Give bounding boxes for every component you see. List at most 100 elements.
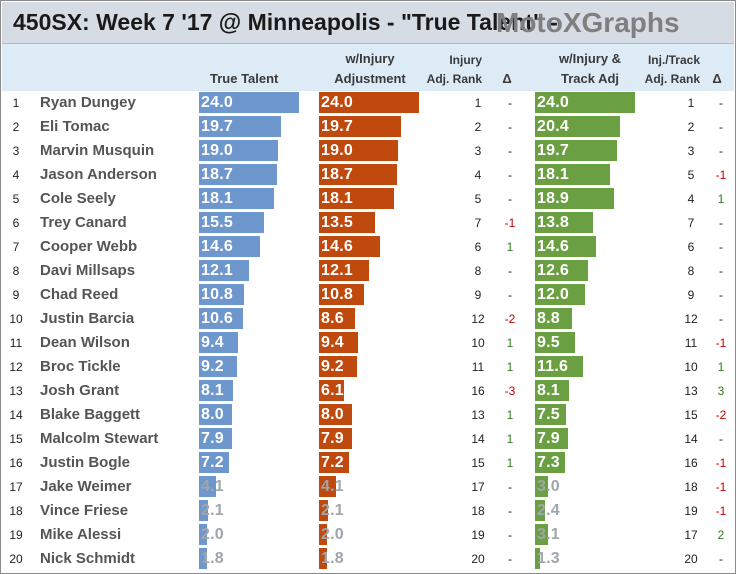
track-delta: -: [719, 312, 723, 326]
true-talent-bar: [199, 284, 244, 305]
injury-adj-value: 24.0: [321, 94, 353, 111]
true-talent-bar: [199, 356, 238, 377]
true-talent-value: 2.0: [201, 526, 224, 543]
track-adj-value: 18.1: [537, 166, 569, 183]
injury-adj-bar: [319, 308, 355, 329]
injury-adj-bar: [319, 188, 395, 209]
injury-rank: 17: [471, 480, 485, 494]
true-talent-bar: [199, 188, 275, 209]
track-adj-bar: [535, 404, 567, 425]
injury-adj-bar: [319, 428, 352, 449]
row-rank: 1: [12, 96, 20, 110]
injury-delta: 1: [506, 240, 514, 254]
track-adj-bar: [535, 308, 572, 329]
track-delta: -: [719, 264, 723, 278]
injury-adj-bar: [319, 92, 419, 113]
track-adj-bar: [535, 548, 541, 569]
rider-name: Malcolm Stewart: [40, 430, 159, 447]
track-delta: 2: [717, 528, 725, 542]
true-talent-bar: [199, 500, 208, 521]
track-adj-bar: [535, 452, 566, 473]
row-rank: 4: [12, 168, 20, 182]
row-rank: 14: [9, 408, 23, 422]
true-talent-bar: [199, 212, 264, 233]
table-row: 14 Blake Baggett 8.0 8.0 7.5 13 1 15 -2: [1, 403, 735, 427]
rider-name: Dean Wilson: [40, 334, 130, 351]
track-adj-value: 9.5: [537, 334, 560, 351]
track-adj-value: 7.9: [537, 430, 560, 447]
true-talent-bar: [199, 236, 260, 257]
track-adj-bar: [535, 500, 545, 521]
true-talent-bar: [199, 428, 232, 449]
row-rank: 18: [9, 504, 23, 518]
injury-delta: -: [508, 192, 512, 206]
injury-delta: -: [508, 480, 512, 494]
true-talent-bar: [199, 332, 239, 353]
injury-adj-value: 2.1: [321, 502, 344, 519]
true-talent-value: 14.6: [201, 238, 233, 255]
track-rank: 11: [684, 336, 698, 350]
track-adj-bar: [535, 428, 568, 449]
track-adj-value: 8.8: [537, 310, 560, 327]
table-row: 5 Cole Seely 18.1 18.1 18.9 5 - 4 1: [1, 187, 735, 211]
table-row: 12 Broc Tickle 9.2 9.2 11.6 11 1 10 1: [1, 355, 735, 379]
track-adj-value: 24.0: [537, 94, 569, 111]
row-rank: 16: [9, 456, 23, 470]
injury-adj-bar: [319, 380, 345, 401]
rider-name: Vince Friese: [40, 502, 129, 519]
track-rank: 4: [687, 192, 695, 206]
injury-adj-value: 9.2: [321, 358, 344, 375]
table-row: 9 Chad Reed 10.8 10.8 12.0 9 - 9 -: [1, 283, 735, 307]
table-row: 15 Malcolm Stewart 7.9 7.9 7.9 14 1 14 -: [1, 427, 735, 451]
injury-delta: 1: [506, 360, 514, 374]
track-rank: 16: [684, 456, 698, 470]
track-delta: -: [719, 144, 723, 158]
injury-adj-bar: [319, 404, 353, 425]
table-row: 19 Mike Alessi 2.0 2.0 3.1 19 - 17 2: [1, 523, 735, 547]
header-track-rank-line1: Inj./Track: [647, 53, 700, 67]
track-delta: -: [719, 552, 723, 566]
injury-delta: -: [508, 528, 512, 542]
track-adj-bar: [535, 140, 618, 161]
track-adj-value: 19.7: [537, 142, 569, 159]
header-track-delta: Δ: [712, 71, 722, 86]
injury-delta: -: [508, 264, 512, 278]
track-rank: 13: [684, 384, 698, 398]
rider-name: Trey Canard: [40, 214, 127, 231]
chart-title: 450SX: Week 7 '17 @ Minneapolis - "True …: [13, 9, 558, 35]
injury-adj-value: 19.7: [321, 118, 353, 135]
true-talent-value: 8.0: [201, 406, 224, 423]
injury-rank: 20: [471, 552, 485, 566]
injury-adj-bar: [319, 284, 364, 305]
injury-delta: -: [508, 504, 512, 518]
injury-adj-value: 14.6: [321, 238, 353, 255]
track-delta: -1: [715, 456, 727, 470]
track-adj-value: 13.8: [537, 214, 569, 231]
true-talent-value: 8.1: [201, 382, 224, 399]
row-rank: 2: [12, 120, 20, 134]
header-injury-rank-line2: Adj. Rank: [426, 72, 482, 86]
header-injury-adj-line2: Adjustment: [334, 71, 406, 86]
injury-rank: 4: [474, 168, 482, 182]
injury-adj-value: 7.9: [321, 430, 344, 447]
injury-adj-bar: [319, 260, 370, 281]
track-rank: 8: [687, 264, 695, 278]
row-rank: 20: [9, 552, 23, 566]
track-rank: 3: [687, 144, 695, 158]
track-adj-value: 11.6: [537, 358, 569, 375]
track-rank: 12: [684, 312, 698, 326]
track-rank: 2: [687, 120, 695, 134]
injury-delta: 1: [506, 432, 514, 446]
rider-name: Jake Weimer: [40, 478, 132, 495]
track-adj-value: 1.3: [537, 550, 560, 567]
true-talent-value: 9.2: [201, 358, 224, 375]
track-adj-bar: [535, 92, 635, 113]
header-injury-adj-line1: w/Injury: [345, 51, 395, 66]
rider-name: Davi Millsaps: [40, 262, 136, 279]
title-bar: 450SX: Week 7 '17 @ Minneapolis - "True …: [2, 2, 734, 44]
row-rank: 6: [12, 216, 20, 230]
injury-rank: 8: [474, 264, 482, 278]
rider-name: Justin Bogle: [40, 454, 131, 471]
injury-delta: -: [508, 96, 512, 110]
